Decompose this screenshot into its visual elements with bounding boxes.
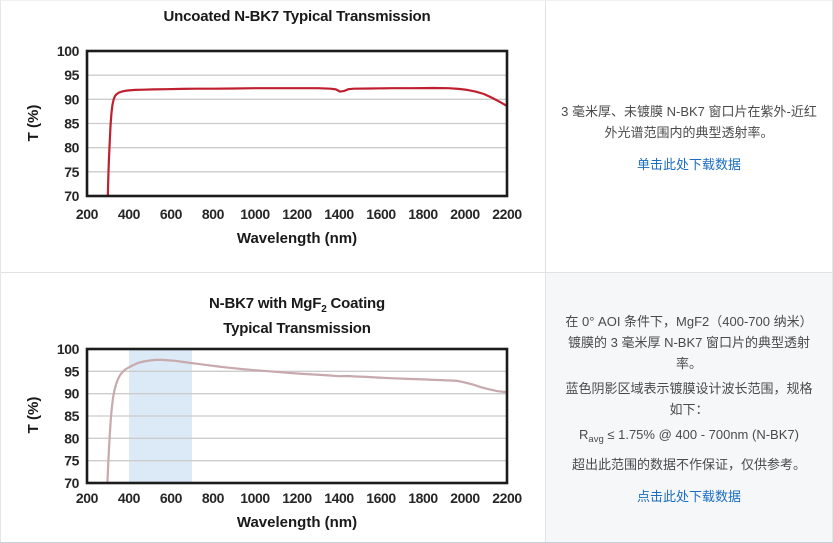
x-tick-label: 1400 (324, 490, 354, 506)
y-tick-label: 80 (64, 140, 79, 156)
coated-title-post: Coating (326, 295, 386, 312)
y-tick-label: 85 (64, 116, 79, 132)
transmission-curve (106, 86, 509, 198)
uncoated-description: 3 毫米厚、未镀膜 N-BK7 窗口片在紫外-近红外光谱范围内的典型透射率。 (561, 103, 817, 140)
y-tick-label: 75 (64, 164, 79, 180)
download-data-link-uncoated[interactable]: 单击此处下载数据 (636, 156, 741, 172)
y-tick-label: 100 (57, 341, 80, 357)
x-tick-label: 800 (202, 206, 225, 222)
y-tick-label: 95 (64, 67, 79, 83)
coating-band-note: 蓝色阴影区域表示镀膜设计波长范围，规格如下： (565, 380, 813, 417)
ravg-spec-subscript: avg (588, 433, 604, 445)
uncoated-chart-title: Uncoated N-BK7 Typical Transmission (163, 8, 431, 25)
ravg-spec-r: R (579, 426, 589, 442)
x-tick-label: 600 (160, 206, 183, 222)
x-tick-label: 800 (202, 490, 225, 506)
uncoated-transmission-chart: 70 75 80 85 90 95 100 200 400 600 800 1000 1200 1400 1… (57, 43, 523, 222)
plot-frame (85, 49, 509, 198)
uncoated-chart-cell: 70 75 80 85 90 95 100 200 400 600 800 1000 1200 1400 1… (1, 1, 545, 273)
ravg-spec-value: ≤ 1.75% @ 400 - 700nm (N-BK7) (603, 426, 799, 442)
x-tick-label: 600 (160, 490, 183, 506)
x-axis-label: Wavelength (nm) (236, 230, 358, 247)
ravg-spec: Ravg ≤ 1.75% @ 400 - 700nm (N-BK7) (579, 424, 799, 450)
download-data-link-coated[interactable]: 点击此处下载数据 (636, 488, 741, 504)
x-tick-label: 1200 (282, 206, 312, 222)
x-tick-label: 1000 (240, 490, 270, 506)
x-tick-label: 2000 (450, 490, 480, 506)
transmission-curve (106, 358, 509, 485)
coated-transmission-chart: 70 75 80 85 90 95 100 200 400 600 800 1000 1200 1400 1… (57, 341, 523, 506)
x-tick-label: 2000 (450, 206, 480, 222)
coated-title-pre: N-BK7 with MgF (209, 295, 322, 312)
plot-frame (85, 347, 509, 485)
y-tick-label: 70 (64, 475, 79, 491)
coated-chart-title: N-BK7 with MgF2 Coating Typical Transmis… (63, 294, 531, 338)
coated-info-cell: 在 0° AOI 条件下，MgF2（400-700 纳米）镀膜的 3 毫米厚 N… (545, 273, 832, 542)
x-tick-label: 2200 (492, 490, 522, 506)
x-tick-label: 1200 (282, 490, 312, 506)
y-tick-label: 90 (64, 386, 79, 402)
x-tick-label: 1600 (366, 490, 396, 506)
uncoated-info-cell: 3 毫米厚、未镀膜 N-BK7 窗口片在紫外-近红外光谱范围内的典型透射率。 单… (545, 1, 832, 273)
y-tick-label: 90 (64, 91, 79, 107)
y-axis-label: T (%) (25, 396, 42, 434)
y-tick-label: 85 (64, 408, 79, 424)
coated-title-line2: Typical Transmission (223, 320, 371, 337)
y-tick-label: 100 (57, 43, 80, 59)
x-tick-label: 200 (76, 490, 99, 506)
x-tick-label: 1800 (408, 206, 438, 222)
y-axis-label: T (%) (25, 104, 42, 142)
coated-description: 在 0° AOI 条件下，MgF2（400-700 纳米）镀膜的 3 毫米厚 N… (565, 313, 813, 371)
y-tick-label: 70 (64, 188, 79, 204)
x-tick-label: 400 (118, 490, 141, 506)
x-tick-label: 2200 (492, 206, 522, 222)
x-tick-label: 1000 (240, 206, 270, 222)
y-tick-label: 80 (64, 430, 79, 446)
x-axis-label: Wavelength (nm) (236, 514, 358, 531)
x-tick-label: 400 (118, 206, 141, 222)
coated-title-subscript: 2 (321, 304, 327, 315)
y-tick-label: 75 (64, 453, 79, 469)
x-tick-label: 1600 (366, 206, 396, 222)
x-tick-label: 1800 (408, 490, 438, 506)
y-tick-label: 95 (64, 363, 79, 379)
out-of-range-note: 超出此范围的数据不作保证，仅供参考。 (571, 456, 806, 472)
x-tick-label: 1400 (324, 206, 354, 222)
x-tick-label: 200 (76, 206, 99, 222)
coated-chart-cell: 70 75 80 85 90 95 100 200 400 600 800 1000 1200 1400 1… (1, 273, 545, 542)
